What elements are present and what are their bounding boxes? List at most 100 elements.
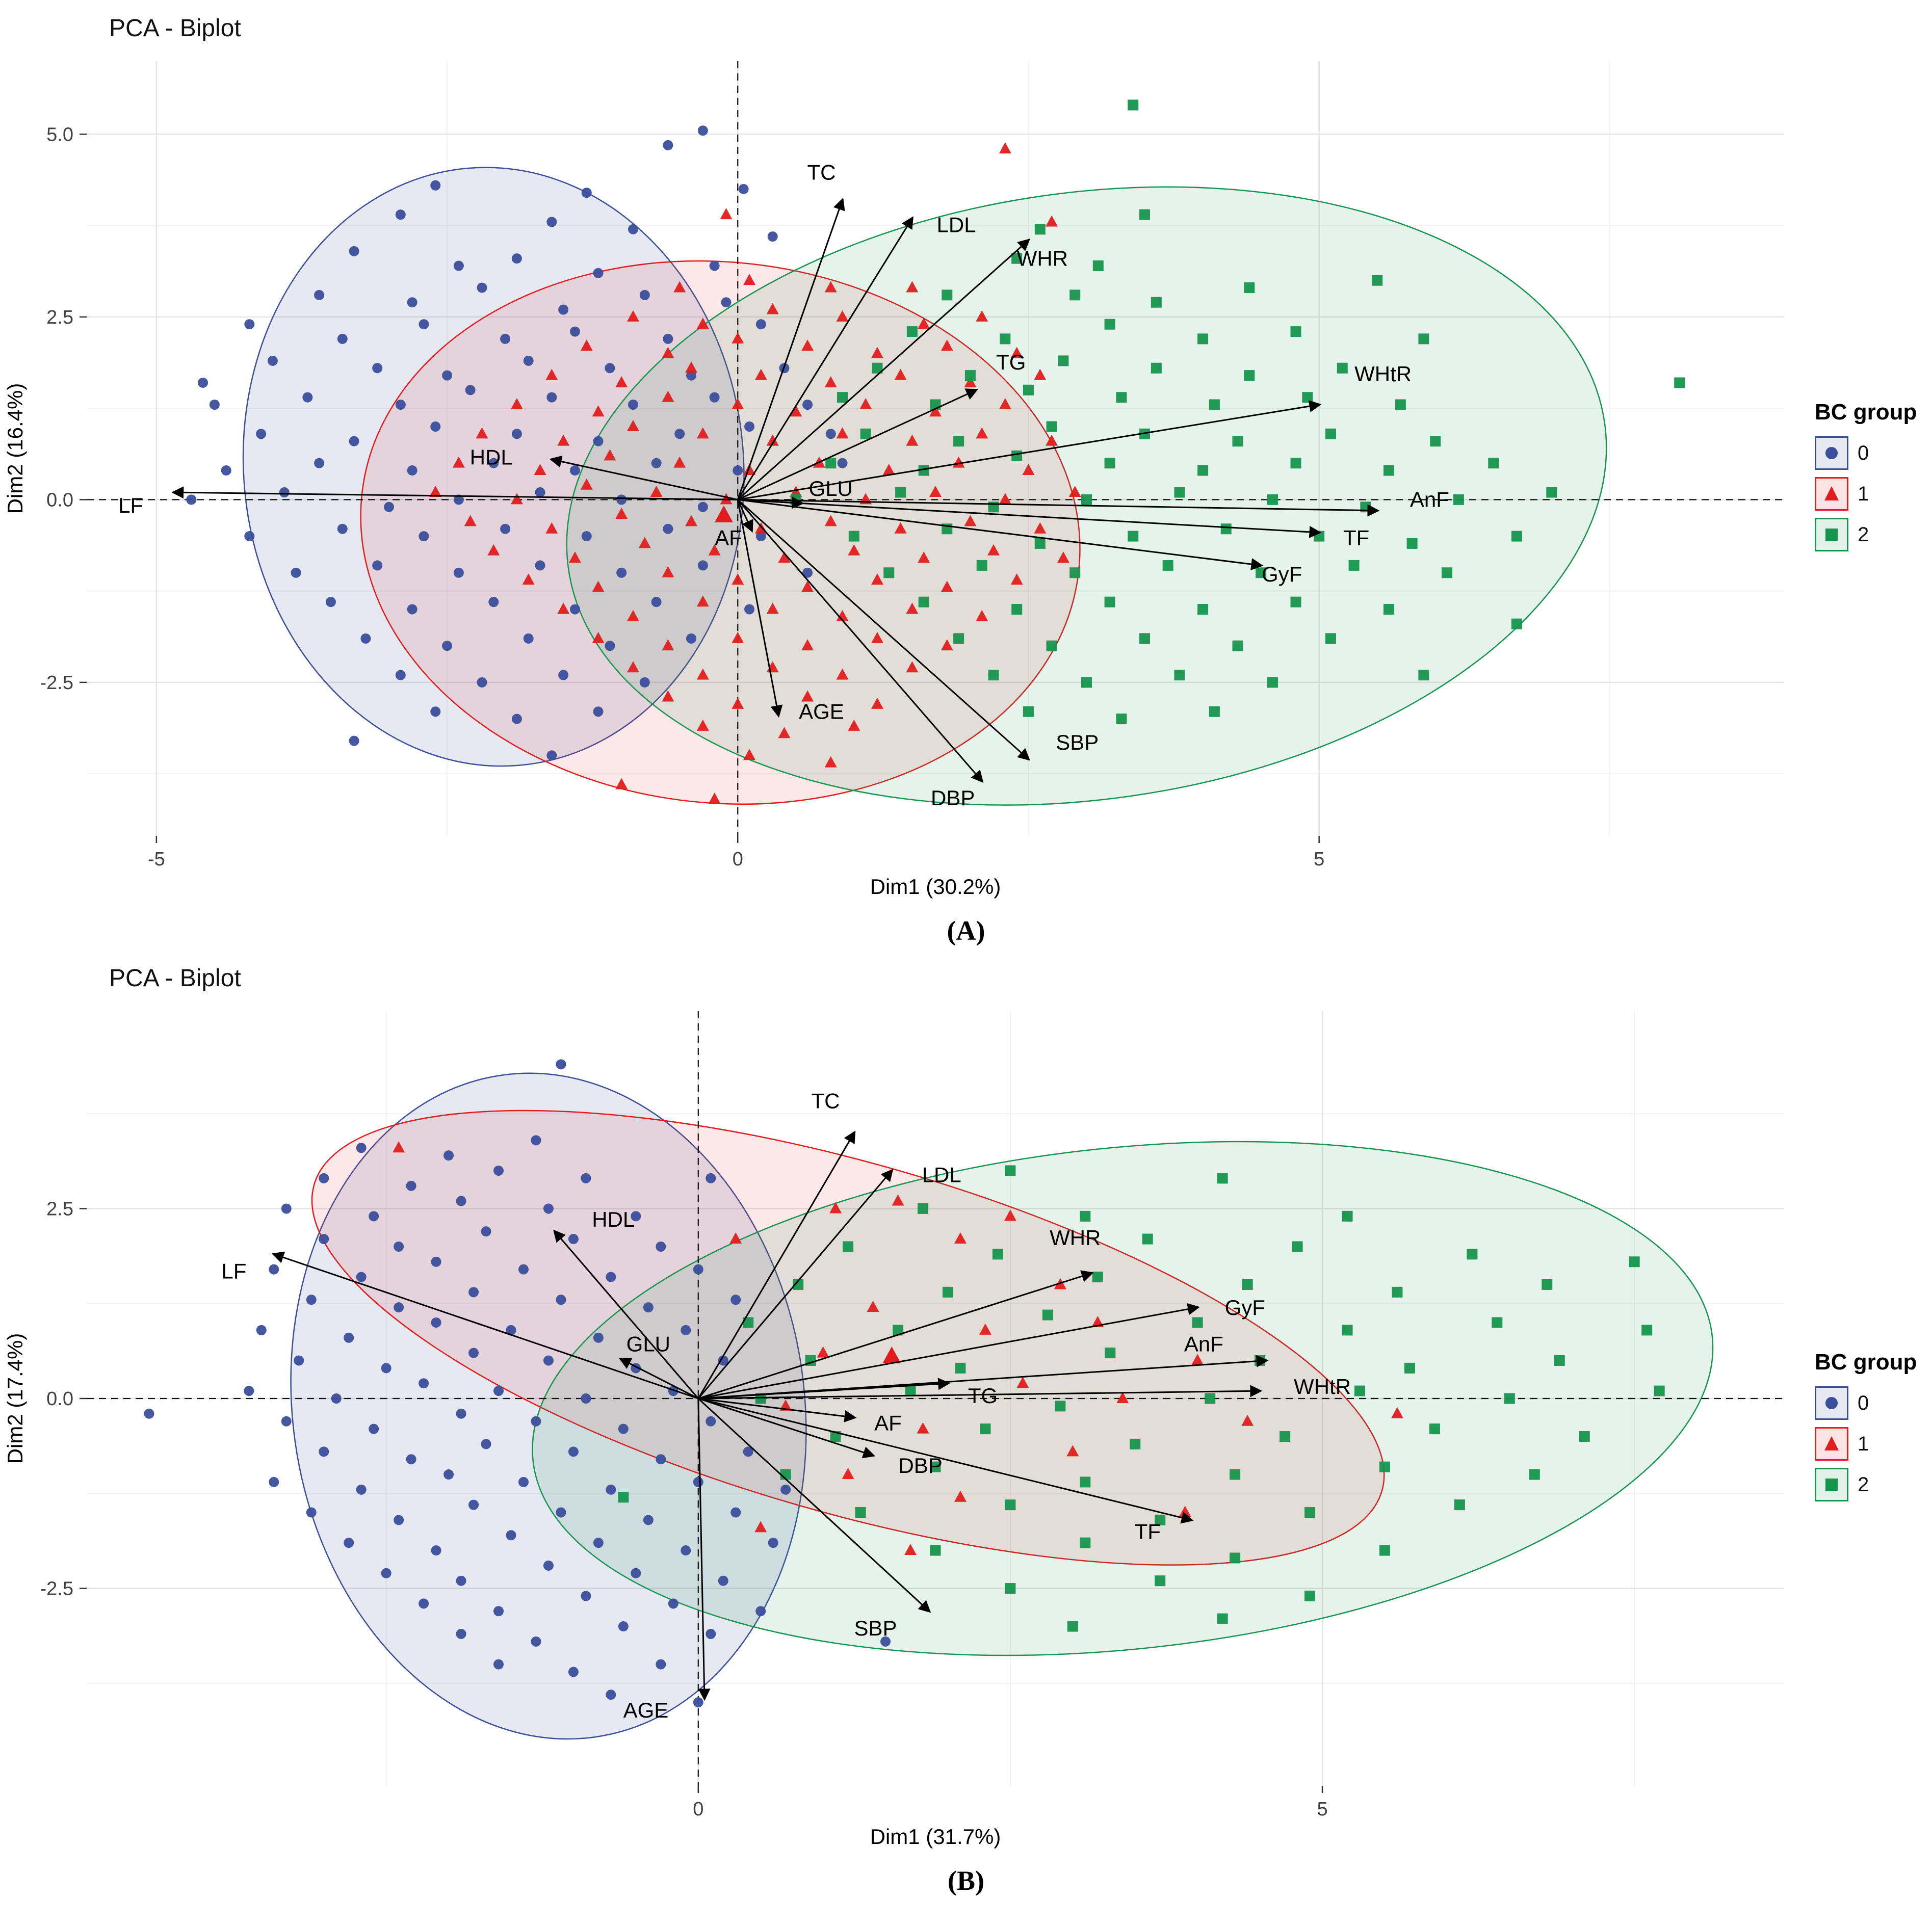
data-point-group-0: [581, 1591, 591, 1601]
data-point-group-1: [673, 281, 686, 293]
data-point-group-0: [394, 1302, 404, 1313]
data-point-group-0: [556, 1059, 566, 1070]
data-point-group-2: [1128, 531, 1139, 542]
data-point-group-0: [709, 260, 720, 271]
triangle-glyph-icon: [1824, 1436, 1839, 1450]
data-point-group-1: [836, 310, 849, 322]
loading-arrow-whr: [737, 239, 1031, 500]
data-point-group-0: [331, 1393, 342, 1404]
data-point-group-1: [867, 1301, 879, 1312]
data-point-group-0: [706, 1416, 716, 1427]
data-point-group-0: [493, 1386, 504, 1396]
data-point-group-0: [606, 1690, 616, 1700]
data-point-group-2: [1337, 362, 1348, 374]
data-point-group-2: [1069, 289, 1081, 301]
loading-arrow-hdl: [549, 455, 738, 500]
data-point-group-2: [1354, 1385, 1365, 1396]
data-point-group-2: [1232, 640, 1243, 651]
data-point-group-0: [407, 604, 417, 615]
data-point-group-0: [651, 597, 662, 608]
data-point-group-0: [643, 1302, 654, 1313]
data-point-group-0: [593, 1332, 604, 1343]
data-point-group-0: [686, 633, 697, 644]
data-point-group-0: [381, 1363, 391, 1374]
data-point-group-0: [605, 641, 615, 651]
data-point-group-1: [1046, 434, 1058, 446]
panel-letter-a: (A): [947, 915, 985, 946]
data-point-group-1: [941, 639, 953, 651]
data-point-group-2: [1579, 1431, 1590, 1442]
data-point-group-0: [221, 465, 231, 476]
data-point-group-0: [344, 1538, 354, 1548]
legend-title: BC group: [1815, 400, 1917, 425]
data-point-group-0: [281, 1416, 292, 1427]
panel-letter-b: (B): [948, 1865, 984, 1896]
data-point-group-0: [456, 1575, 466, 1586]
loading-arrow-tg: [698, 1378, 951, 1400]
data-point-group-0: [456, 1196, 466, 1206]
data-point-group-0: [506, 1530, 516, 1541]
plot-title-b: PCA - Biplot: [109, 965, 241, 992]
data-point-group-1: [720, 208, 733, 220]
data-point-group-2: [1005, 1583, 1016, 1594]
data-point-group-0: [738, 183, 749, 194]
data-point-group-1: [662, 390, 674, 402]
data-point-group-0: [481, 1439, 491, 1449]
data-point-group-2: [1511, 531, 1522, 542]
data-point-group-1: [817, 1346, 829, 1358]
data-point-group-0: [693, 1697, 703, 1708]
data-point-group-0: [453, 494, 464, 505]
data-point-group-0: [394, 1515, 404, 1525]
data-point-group-2: [1151, 362, 1162, 374]
data-point-group-2: [1492, 1317, 1503, 1328]
data-point-group-1: [1068, 486, 1081, 497]
data-point-group-2: [992, 1249, 1003, 1260]
data-point-group-0: [639, 677, 650, 688]
loading-arrow-dbp: [737, 499, 984, 783]
data-point-group-2: [1379, 1461, 1390, 1472]
data-point-group-2: [953, 633, 964, 644]
data-point-group-1: [1016, 1377, 1029, 1388]
legend-label: 1: [1858, 482, 1869, 505]
loading-label-anf: AnF: [1184, 1332, 1223, 1356]
data-point-group-0: [419, 531, 429, 542]
data-point-group-1: [662, 566, 674, 577]
data-point-group-0: [681, 1545, 691, 1556]
data-point-group-2: [1304, 1590, 1316, 1601]
data-point-group-1: [801, 690, 814, 702]
data-point-group-2: [918, 596, 929, 608]
data-point-group-2: [1641, 1325, 1653, 1336]
loading-arrow-tg: [737, 388, 979, 500]
loading-label-tc: TC: [807, 160, 836, 184]
data-point-group-2: [1011, 253, 1023, 264]
data-point-group-2: [905, 1385, 916, 1396]
data-point-group-1: [979, 1323, 991, 1335]
data-point-group-0: [663, 333, 673, 344]
data-point-group-2: [1105, 1348, 1116, 1359]
data-point-group-0: [281, 1203, 292, 1214]
y-tick-label: -2.5: [40, 672, 73, 694]
data-point-group-1: [836, 427, 849, 439]
data-point-group-1: [824, 281, 837, 293]
data-point-group-0: [518, 1476, 529, 1487]
x-tick-label: -5: [148, 849, 165, 870]
data-point-group-1: [732, 631, 744, 643]
data-point-group-2: [618, 1492, 629, 1503]
data-point-group-1: [754, 368, 767, 380]
loading-arrow-glu: [618, 1358, 699, 1400]
data-point-group-1: [534, 464, 546, 476]
data-point-group-1: [882, 464, 895, 476]
data-point-group-0: [569, 465, 580, 476]
confidence-ellipse-group-0: [290, 1072, 807, 1740]
data-point-group-2: [1067, 1621, 1078, 1632]
data-point-group-2: [855, 1507, 866, 1518]
data-point-group-2: [1267, 677, 1278, 688]
loading-label-af: AF: [715, 525, 742, 549]
data-point-group-1: [638, 537, 651, 548]
data-point-group-0: [468, 1499, 479, 1510]
data-point-group-1: [976, 310, 988, 322]
data-point-group-2: [1128, 99, 1139, 111]
data-point-group-1: [732, 697, 744, 709]
loading-arrow-dbp: [698, 1397, 876, 1459]
y-tick-label: -2.5: [40, 1578, 73, 1600]
